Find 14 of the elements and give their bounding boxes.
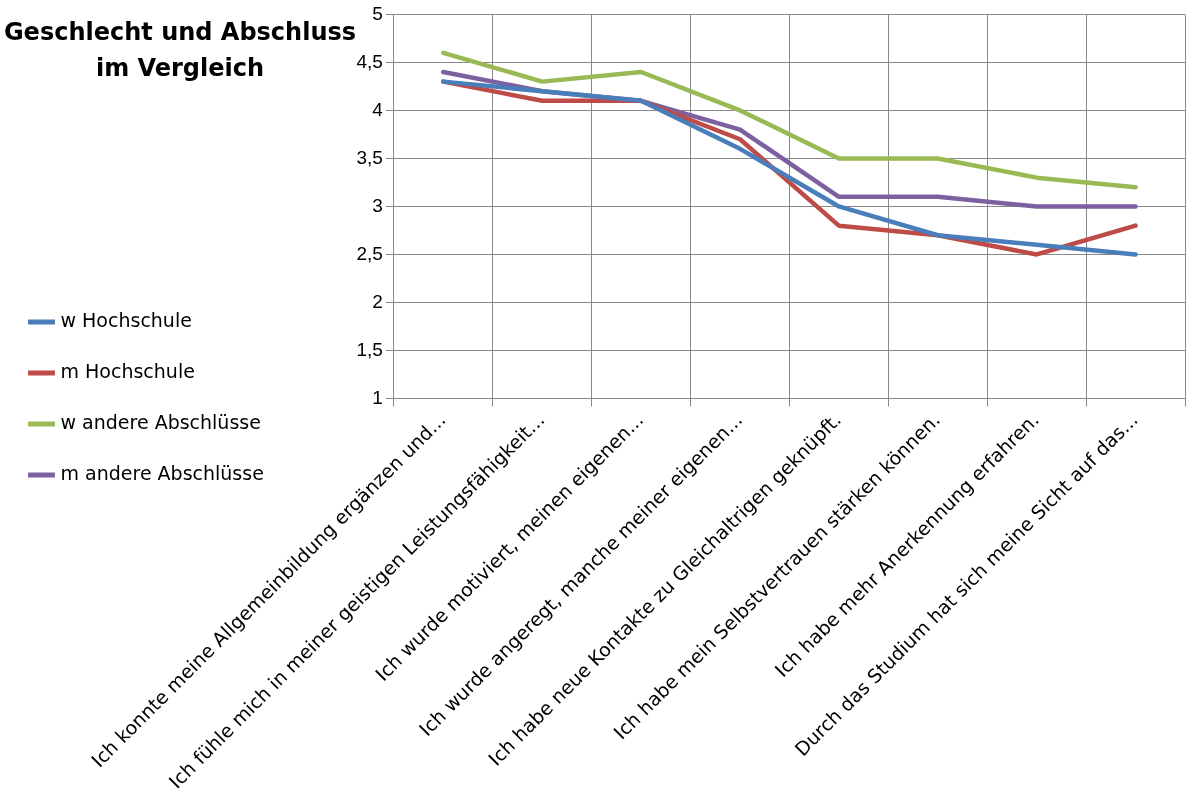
y-tick-label: 3 [372,194,383,216]
y-tick-label: 2,5 [356,242,383,264]
y-tick-label: 2 [372,290,383,312]
legend-label: w Hochschule [60,308,192,331]
y-tick-label: 4,5 [356,50,383,72]
legend-label: w andere Abschlüsse [60,410,261,433]
text: Geschlecht und Abschluss im Vergleich [3,18,357,82]
y-tick-label: 3,5 [356,146,383,168]
legend-label: m andere Abschlüsse [60,461,264,484]
y-tick-label: 5 [372,2,383,24]
legend-label: m Hochschule [60,359,195,382]
y-tick-label: 1,5 [356,338,383,360]
y-tick-label: 4 [372,98,384,120]
y-tick-label: 1 [372,386,383,408]
